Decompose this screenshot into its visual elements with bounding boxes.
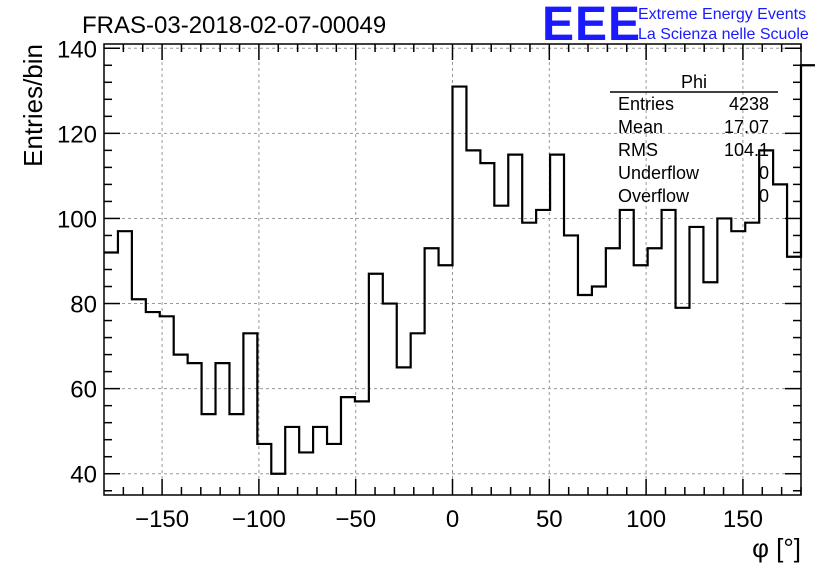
y-tick-label: 120: [57, 121, 97, 148]
logo-line-1: Extreme Energy Events: [638, 6, 806, 23]
x-tick-label: 0: [446, 506, 459, 533]
y-tick-label: 80: [70, 292, 97, 319]
x-tick-labels: −150 −100 −50 0 50 100 150: [135, 506, 763, 533]
x-axis-title: φ [°]: [752, 533, 801, 563]
logo-line-2: La Scienza nelle Scuole: [638, 26, 809, 43]
x-tick-label: 50: [536, 506, 563, 533]
axis-ticks: [104, 44, 802, 495]
x-tick-label: −150: [135, 506, 189, 533]
stats-row-value: 0: [759, 163, 769, 183]
stats-row-value: 0: [759, 186, 769, 206]
x-tick-label: 150: [723, 506, 763, 533]
y-tick-label: 60: [70, 377, 97, 404]
eee-logo: EEE Extreme Energy Events La Scienza nel…: [542, 0, 809, 51]
y-tick-label: 40: [70, 462, 97, 489]
stats-row-value: 4238: [729, 94, 769, 114]
chart-title: FRAS-03-2018-02-07-00049: [82, 12, 386, 39]
stats-row-value: 104.1: [724, 140, 769, 160]
stats-box: Phi Entries 4238 Mean 17.07 RMS 104.1 Underflo…: [610, 72, 778, 206]
stats-row-label: Overflow: [618, 186, 690, 206]
logo-letters: EEE: [542, 0, 641, 51]
y-tick-label: 100: [57, 206, 97, 233]
stats-row-label: Entries: [618, 94, 674, 114]
stats-row-label: Mean: [618, 117, 663, 137]
y-axis-title: Entries/bin: [18, 44, 48, 167]
stats-row-label: RMS: [618, 140, 658, 160]
x-tick-label: −50: [335, 506, 376, 533]
y-tick-labels: 40 60 80 100 120 140: [57, 36, 97, 488]
x-tick-label: 100: [626, 506, 666, 533]
stats-row-value: 17.07: [724, 117, 769, 137]
y-tick-label: 140: [57, 36, 97, 63]
x-tick-label: −100: [232, 506, 286, 533]
stats-name: Phi: [681, 72, 707, 92]
stats-row-label: Underflow: [618, 163, 700, 183]
histogram-line: [104, 64, 815, 475]
